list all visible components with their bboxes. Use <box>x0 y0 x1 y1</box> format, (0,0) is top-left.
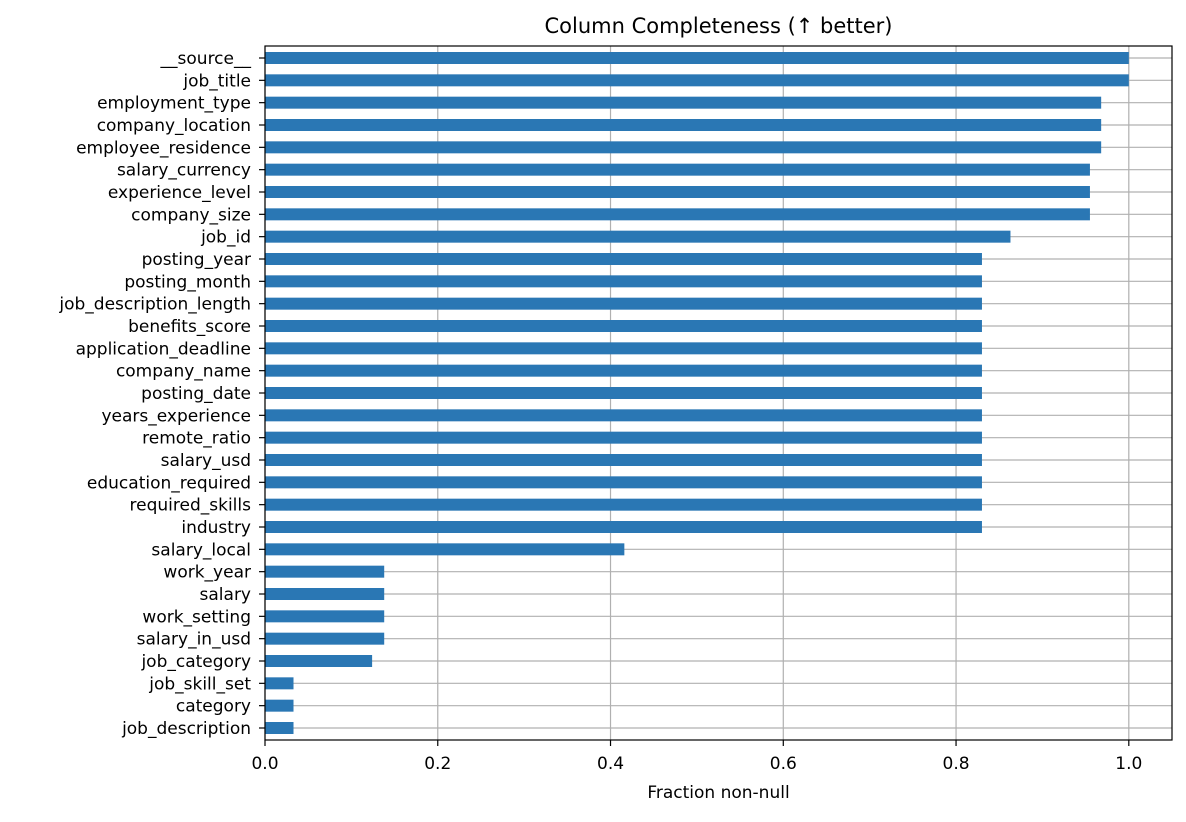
bar-benefits-score <box>265 320 982 332</box>
y-tick-label: job_title <box>182 71 251 91</box>
y-tick-label: salary <box>200 585 251 605</box>
y-tick-label: education_required <box>87 473 251 493</box>
y-tick-label: job_description_length <box>58 295 251 315</box>
x-tick-label: 0.0 <box>251 754 278 774</box>
x-tick-label: 0.6 <box>770 754 797 774</box>
y-tick-label: industry <box>181 518 251 538</box>
y-tick-label: posting_month <box>124 272 251 292</box>
x-axis-label: Fraction non-null <box>647 783 789 803</box>
y-tick-label: job_id <box>200 228 251 248</box>
bar-posting-date <box>265 387 982 399</box>
x-tick-label: 0.2 <box>424 754 451 774</box>
y-tick-label: posting_year <box>142 250 251 270</box>
bar-company-name <box>265 364 982 377</box>
y-tick-label: employment_type <box>97 94 251 114</box>
bar-category <box>265 699 294 712</box>
bar-salary-currency <box>265 163 1090 176</box>
bar-company-size <box>265 208 1090 221</box>
y-tick-label: work_setting <box>142 607 251 627</box>
y-ticks: __source__job_titleemployment_typecompan… <box>58 49 265 739</box>
x-tick-label: 1.0 <box>1115 754 1142 774</box>
y-tick-label: company_size <box>131 205 251 225</box>
y-tick-label: salary_in_usd <box>137 630 251 650</box>
y-tick-label: category <box>176 697 251 717</box>
bar-experience-level <box>265 186 1090 198</box>
y-tick-label: remote_ratio <box>142 429 251 449</box>
bar-education-required <box>265 476 982 489</box>
y-tick-label: application_deadline <box>76 339 251 359</box>
bar-application-deadline <box>265 342 982 355</box>
y-tick-label: salary_currency <box>117 161 251 181</box>
bar-industry <box>265 521 982 533</box>
y-tick-label: job_description <box>121 719 251 739</box>
bar-salary <box>265 588 385 600</box>
bar-job-id <box>265 230 1011 243</box>
bar-remote-ratio <box>265 431 982 444</box>
bar-employment-type <box>265 96 1102 109</box>
bar-job-category <box>265 655 373 667</box>
bar-posting-month <box>265 275 982 288</box>
bar-company-location <box>265 119 1102 131</box>
bar-work-year <box>265 565 385 578</box>
y-tick-label: posting_date <box>141 384 251 404</box>
x-ticks: 0.0 0.2 0.4 0.6 0.8 1.0 <box>251 740 1142 774</box>
bar-job-description <box>265 722 294 734</box>
bar-employee-residence <box>265 141 1102 154</box>
y-tick-label: required_skills <box>130 496 252 516</box>
bar-salary-local <box>265 543 625 556</box>
y-tick-label: job_skill_set <box>148 674 251 694</box>
y-tick-label: salary_local <box>151 540 251 560</box>
bars <box>265 52 1129 734</box>
bar-source <box>265 52 1129 64</box>
y-tick-label: benefits_score <box>128 317 251 337</box>
bar-posting-year <box>265 253 982 265</box>
y-tick-label: salary_usd <box>161 451 251 471</box>
y-tick-label: job_category <box>140 652 251 672</box>
x-tick-label: 0.4 <box>597 754 624 774</box>
bar-work-setting <box>265 610 385 623</box>
y-tick-label: experience_level <box>108 183 251 203</box>
y-tick-label: __source__ <box>160 49 252 69</box>
bar-years-experience <box>265 409 982 422</box>
chart-title: Column Completeness (↑ better) <box>544 14 892 38</box>
bar-job-description-length <box>265 297 982 310</box>
x-tick-label: 0.8 <box>943 754 970 774</box>
y-tick-label: company_name <box>116 362 251 382</box>
bar-salary-in-usd <box>265 632 385 645</box>
bar-salary-usd <box>265 454 982 466</box>
y-tick-label: years_experience <box>101 406 251 426</box>
y-tick-label: employee_residence <box>76 138 251 158</box>
bar-job-skill-set <box>265 677 294 690</box>
y-tick-label: work_year <box>163 563 251 583</box>
bar-required-skills <box>265 498 982 511</box>
bar-job-title <box>265 74 1129 87</box>
y-tick-label: company_location <box>97 116 251 136</box>
